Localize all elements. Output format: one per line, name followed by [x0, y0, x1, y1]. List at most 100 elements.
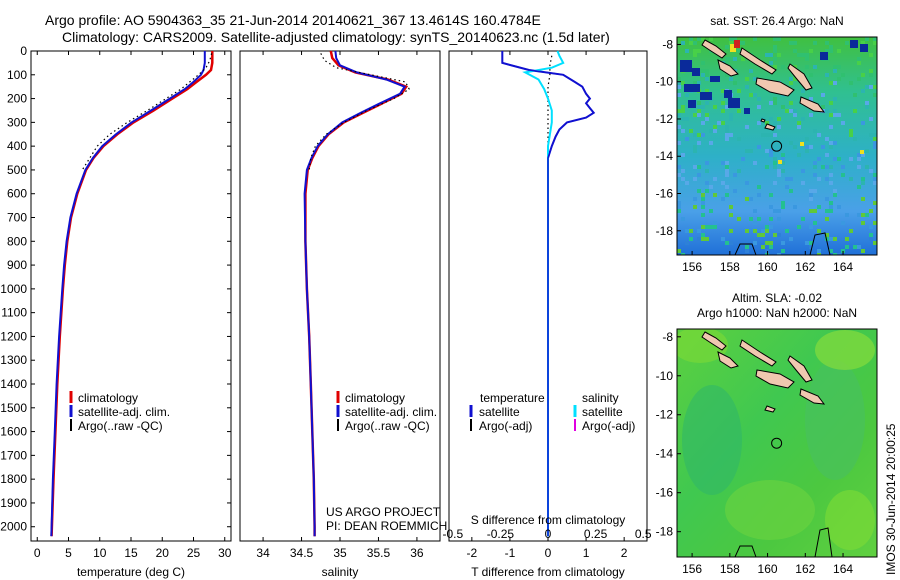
sst-pixel	[677, 201, 681, 205]
sst-pixel	[693, 177, 697, 181]
sst-pixel	[757, 105, 761, 109]
sst-pixel	[753, 229, 757, 233]
sst-pixel	[773, 133, 777, 137]
sst-pixel	[873, 93, 877, 97]
sst-pixel	[705, 189, 709, 193]
sst-pixel	[809, 245, 813, 249]
sst-pixel	[869, 53, 873, 57]
project-label: US ARGO PROJECT	[326, 505, 441, 519]
sst-pixel	[797, 153, 801, 157]
sst-pixel	[861, 41, 865, 45]
sst-pixel	[701, 205, 705, 209]
sst-pixel	[769, 245, 773, 249]
sst-coastlines	[701, 39, 826, 131]
sst-pixel	[765, 121, 769, 125]
sst-pixel	[721, 89, 725, 93]
sst-pixel	[829, 181, 833, 185]
sst-pixel	[865, 213, 869, 217]
sst-pixel	[821, 93, 825, 97]
sst-pixel	[825, 177, 829, 181]
sst-pixel	[709, 129, 713, 133]
sla-map-title-1: Altim. SLA: -0.02	[732, 291, 822, 305]
sst-pixel	[721, 101, 725, 105]
s-tick-label: 0.25	[584, 527, 608, 541]
sst-pixel	[861, 221, 865, 225]
sla-blob	[815, 330, 875, 370]
sst-pixel	[749, 197, 753, 201]
map-x-tick-label: 160	[758, 562, 778, 576]
depth-tick-label: 200	[7, 92, 27, 106]
sst-pixel	[801, 53, 805, 57]
sst-pixel	[769, 217, 773, 221]
sst-pixel	[789, 141, 793, 145]
sst-pixel	[677, 165, 681, 169]
sst-pixel	[837, 157, 841, 161]
sst-pixel	[677, 129, 681, 133]
sst-pixel	[869, 117, 873, 121]
sst-pixel	[829, 165, 833, 169]
sst-pixel	[805, 53, 809, 57]
sst-pixel	[865, 149, 869, 153]
sst-pixel	[825, 49, 829, 53]
sst-pixel	[813, 161, 817, 165]
sst-pixel	[777, 125, 781, 129]
sst-pixel	[741, 57, 745, 61]
sst-pixel	[793, 145, 797, 149]
sst-pixel	[857, 153, 861, 157]
sst-pixel	[781, 157, 785, 161]
sst-pixel	[825, 217, 829, 221]
s-tick-label: 0	[545, 527, 552, 541]
sst-pixel	[829, 237, 833, 241]
sst-pixel	[737, 217, 741, 221]
sst-pixel	[821, 165, 825, 169]
sst-pixel	[689, 237, 693, 241]
sst-pixel	[833, 193, 837, 197]
sst-pixel	[685, 117, 689, 121]
sst-pixel	[841, 221, 845, 225]
sst-pixel	[777, 53, 781, 57]
sst-pixel	[689, 229, 693, 233]
sst-pixel	[869, 85, 873, 89]
map-y-tick-label: -8	[662, 330, 673, 344]
sst-pixel	[825, 233, 829, 237]
sst-pixel	[821, 105, 825, 109]
sst-pixel	[725, 129, 729, 133]
sst-pixel	[701, 213, 705, 217]
sst-pixel	[729, 77, 733, 81]
map-y-tick-label: -12	[656, 408, 674, 422]
sst-pixel	[849, 81, 853, 85]
sst-pixel	[829, 101, 833, 105]
sst-pixel	[757, 121, 761, 125]
sst-pixel	[857, 213, 861, 217]
sst-pixel	[821, 145, 825, 149]
sst-pixel	[857, 77, 861, 81]
sst-pixel	[781, 205, 785, 209]
sst-pixel	[789, 77, 793, 81]
sst-pixel	[701, 105, 705, 109]
depth-tick-label: 1100	[1, 306, 27, 320]
sst-pixel	[769, 61, 773, 65]
sla-blob	[682, 385, 742, 495]
salinity-axes	[239, 50, 441, 542]
sst-pixel	[873, 145, 877, 149]
sst-pixel	[677, 109, 681, 113]
x-tick-label: 20	[156, 546, 170, 560]
sst-pixel	[865, 101, 869, 105]
s-difference-label: S difference from climatology	[471, 513, 626, 527]
sst-pixel	[853, 245, 857, 249]
sst-pixel	[721, 161, 725, 165]
sst-pixel	[837, 205, 841, 209]
map-y-tick-label: -10	[656, 369, 674, 383]
sst-pixel	[737, 137, 741, 141]
sst-pixel	[829, 205, 833, 209]
sst-pixel	[829, 49, 833, 53]
sst-pixel	[757, 193, 761, 197]
reef-contour	[734, 243, 757, 255]
s-tick-label: -0.25	[487, 527, 515, 541]
sst-pixel	[693, 145, 697, 149]
sst-pixel	[805, 137, 809, 141]
island-santa-isabel	[739, 339, 777, 367]
sst-pixel	[797, 53, 801, 57]
sst-pixel	[869, 69, 873, 73]
sst-pixel	[833, 65, 837, 69]
